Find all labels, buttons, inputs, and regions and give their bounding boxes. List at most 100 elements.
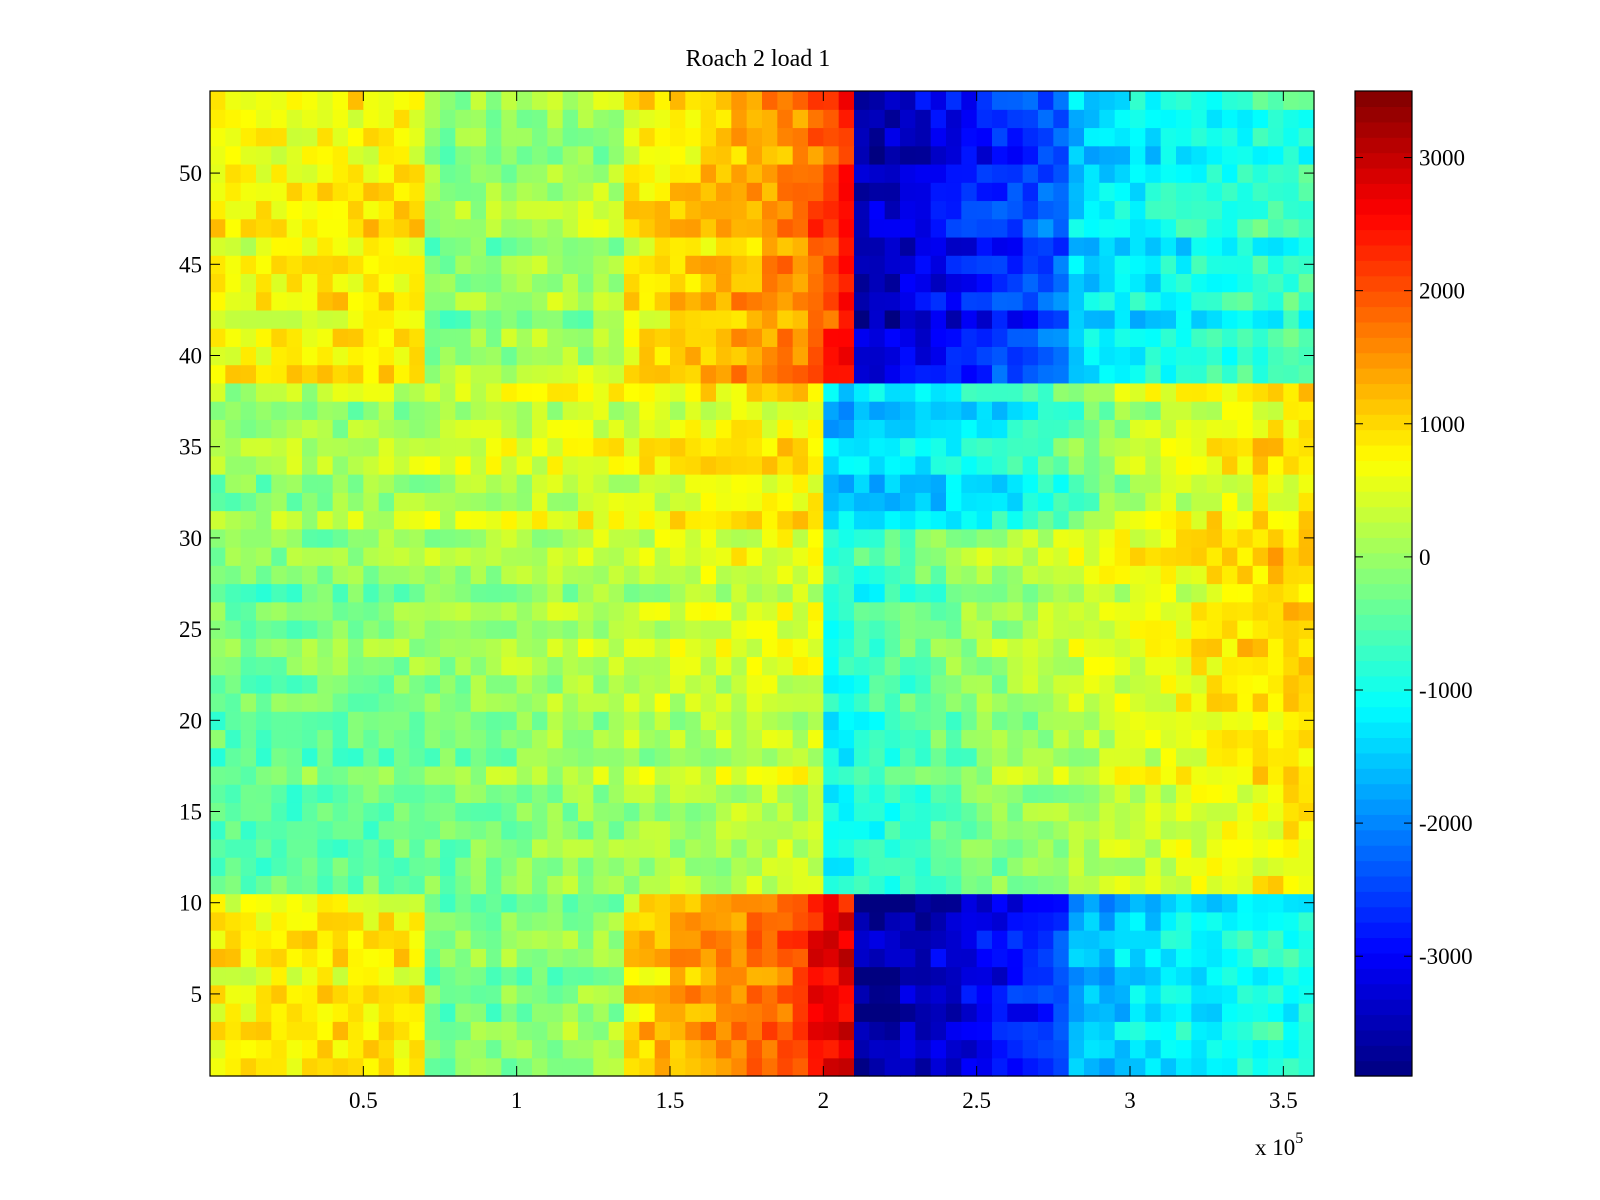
heatmap-cell [532, 966, 548, 986]
heatmap-cell [1007, 711, 1024, 731]
heatmap-cell [1191, 656, 1208, 676]
heatmap-cell [1206, 236, 1223, 256]
heatmap-cell [654, 638, 671, 658]
heatmap-cell [210, 838, 226, 858]
heatmap-cell [440, 218, 456, 238]
heatmap-cell [639, 528, 656, 548]
heatmap-cell [608, 309, 625, 329]
heatmap-cell [593, 401, 610, 420]
heatmap-cell [455, 200, 472, 220]
heatmap-cell [409, 474, 426, 493]
heatmap-cell [256, 984, 272, 1004]
heatmap-cell [363, 547, 380, 566]
heatmap-cell [700, 182, 717, 202]
heatmap-cell [930, 838, 947, 858]
heatmap-cell [286, 419, 303, 439]
heatmap-cell [302, 930, 318, 949]
heatmap-cell [578, 528, 594, 548]
heatmap-cell [1252, 674, 1269, 694]
heatmap-cell [1160, 784, 1177, 803]
colorbar-frame [1354, 90, 1413, 1077]
heatmap-cell [1191, 346, 1208, 366]
heatmap-cell [900, 1021, 916, 1041]
heatmap-cell [854, 966, 870, 986]
colorbar-swatch [1355, 968, 1412, 985]
heatmap-cell [961, 182, 978, 202]
heatmap-cell [777, 382, 794, 402]
heatmap-cell [501, 182, 518, 202]
heatmap-cell [716, 437, 732, 457]
heatmap-cell [271, 784, 288, 803]
colorbar-swatch [1355, 183, 1412, 200]
heatmap-cell [1007, 838, 1024, 858]
heatmap-cell [1099, 619, 1116, 639]
heatmap-cell [992, 1003, 1008, 1022]
heatmap-cell [608, 583, 625, 603]
heatmap-cell [1206, 437, 1223, 457]
heatmap-cell [869, 547, 886, 566]
heatmap-cell [1176, 364, 1192, 384]
heatmap-cell [915, 528, 932, 548]
heatmap-cell [440, 638, 456, 658]
heatmap-cell [869, 802, 886, 822]
heatmap-cell [823, 91, 840, 110]
heatmap-cell [608, 820, 625, 840]
heatmap-cell [700, 528, 717, 548]
heatmap-cell [1268, 619, 1284, 639]
heatmap-cell [808, 911, 824, 931]
heatmap-cell [302, 510, 318, 530]
heatmap-cell [838, 747, 855, 767]
colorbar-swatch [1355, 275, 1412, 292]
heatmap-cell [1268, 674, 1284, 694]
heatmap-cell [823, 893, 840, 913]
heatmap-cell [302, 674, 318, 694]
heatmap-cell [1068, 492, 1085, 512]
heatmap-cell [210, 875, 226, 895]
heatmap-cell [501, 401, 518, 420]
heatmap-cell [746, 528, 763, 548]
heatmap-cell [1222, 236, 1238, 256]
heatmap-cell [286, 382, 303, 402]
heatmap-cell [976, 711, 993, 731]
heatmap-cell [409, 784, 426, 803]
heatmap-cell [547, 692, 564, 712]
heatmap-cell [256, 601, 272, 621]
heatmap-cell [808, 838, 824, 858]
heatmap-cell [1222, 328, 1238, 347]
heatmap-cell [900, 638, 916, 658]
heatmap-cell [716, 401, 732, 420]
heatmap-cell [593, 1057, 610, 1077]
heatmap-cell [578, 875, 594, 895]
heatmap-cell [1068, 875, 1085, 895]
heatmap-cell [777, 291, 794, 311]
heatmap-cell [1268, 911, 1284, 931]
heatmap-cell [1206, 930, 1223, 949]
heatmap-cell [440, 674, 456, 694]
heatmap-cell [838, 674, 855, 694]
heatmap-cell [562, 455, 579, 475]
heatmap-cell [1068, 419, 1085, 439]
heatmap-cell [363, 255, 380, 275]
heatmap-cell [532, 893, 548, 913]
heatmap-cell [731, 273, 748, 293]
heatmap-cell [593, 601, 610, 621]
heatmap-cell [1298, 419, 1315, 439]
heatmap-cell [363, 437, 380, 457]
heatmap-cell [424, 91, 441, 110]
heatmap-cell [792, 948, 809, 968]
heatmap-cell [210, 601, 226, 621]
heatmap-cell [1114, 218, 1131, 238]
heatmap-cell [1053, 437, 1070, 457]
heatmap-cell [639, 218, 656, 238]
heatmap-cell [1206, 163, 1223, 183]
heatmap-cell [1068, 127, 1085, 147]
heatmap-cell [946, 547, 962, 566]
heatmap-cell [547, 565, 564, 585]
heatmap-cell [317, 966, 334, 986]
heatmap-cell [271, 930, 288, 949]
heatmap-cell [363, 127, 380, 147]
heatmap-cell [900, 109, 916, 129]
heatmap-cell [1068, 455, 1085, 475]
heatmap-cell [884, 455, 901, 475]
heatmap-cell [992, 492, 1008, 512]
